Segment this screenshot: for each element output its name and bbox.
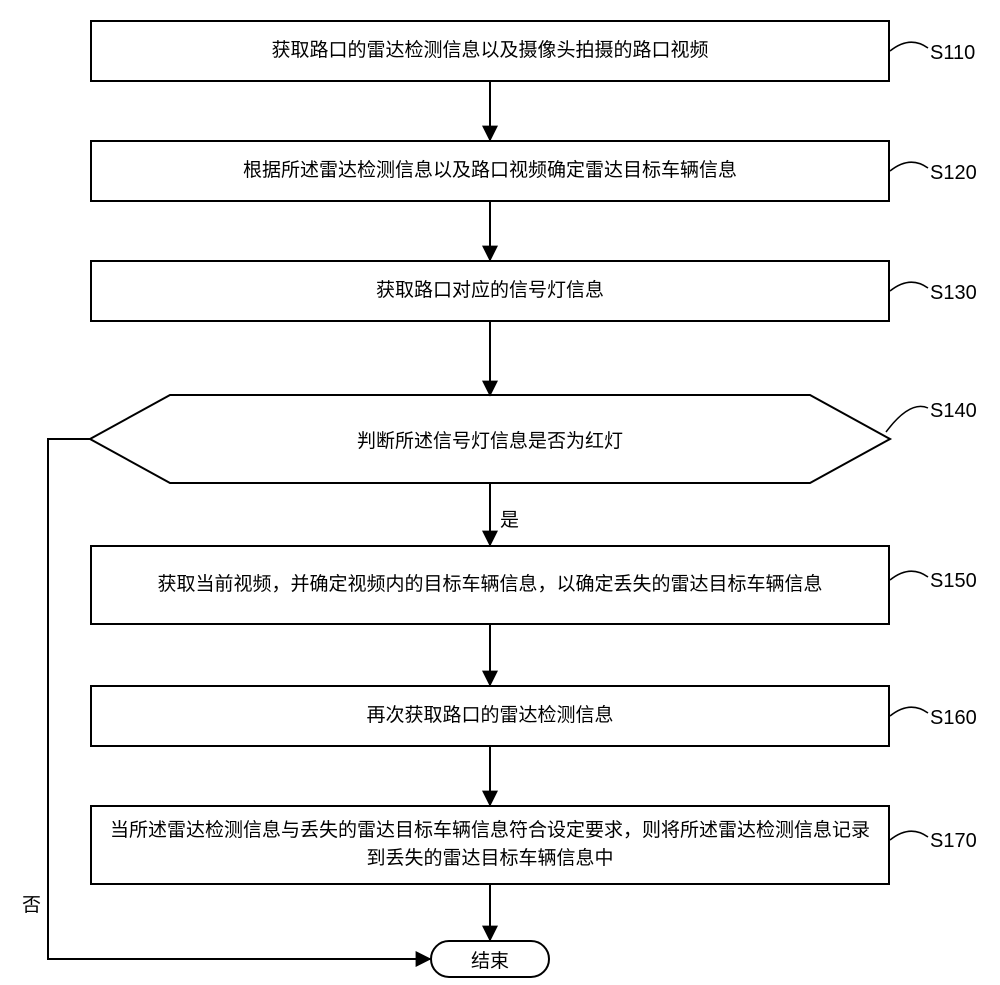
step-text: 根据所述雷达检测信息以及路口视频确定雷达目标车辆信息: [243, 157, 737, 186]
flowchart-canvas: 获取路口的雷达检测信息以及摄像头拍摄的路口视频 S110 根据所述雷达检测信息以…: [0, 0, 1000, 985]
decision-text: 判断所述信号灯信息是否为红灯: [357, 426, 623, 453]
step-s160: 再次获取路口的雷达检测信息: [90, 685, 890, 747]
step-text: 当所述雷达检测信息与丢失的雷达目标车辆信息符合设定要求，则将所述雷达检测信息记录…: [106, 817, 874, 874]
decision-s140: 判断所述信号灯信息是否为红灯: [90, 395, 890, 483]
terminal-text: 结束: [471, 946, 509, 973]
tag-s170: S170: [930, 830, 977, 853]
step-s130: 获取路口对应的信号灯信息: [90, 260, 890, 322]
step-s120: 根据所述雷达检测信息以及路口视频确定雷达目标车辆信息: [90, 140, 890, 202]
tag-s150: S150: [930, 570, 977, 593]
step-text: 获取当前视频，并确定视频内的目标车辆信息，以确定丢失的雷达目标车辆信息: [157, 571, 822, 600]
step-text: 获取路口对应的信号灯信息: [376, 277, 604, 306]
edge-label-no: 否: [22, 890, 41, 917]
step-s170: 当所述雷达检测信息与丢失的雷达目标车辆信息符合设定要求，则将所述雷达检测信息记录…: [90, 805, 890, 885]
step-text: 获取路口的雷达检测信息以及摄像头拍摄的路口视频: [271, 37, 708, 66]
tag-s130: S130: [930, 282, 977, 305]
terminal-end: 结束: [430, 940, 550, 978]
step-text: 再次获取路口的雷达检测信息: [366, 702, 613, 731]
tag-s110: S110: [930, 42, 975, 65]
tag-s120: S120: [930, 162, 977, 185]
step-s150: 获取当前视频，并确定视频内的目标车辆信息，以确定丢失的雷达目标车辆信息: [90, 545, 890, 625]
step-s110: 获取路口的雷达检测信息以及摄像头拍摄的路口视频: [90, 20, 890, 82]
edge-label-yes: 是: [500, 505, 519, 532]
tag-s160: S160: [930, 707, 977, 730]
tag-s140: S140: [930, 400, 977, 423]
